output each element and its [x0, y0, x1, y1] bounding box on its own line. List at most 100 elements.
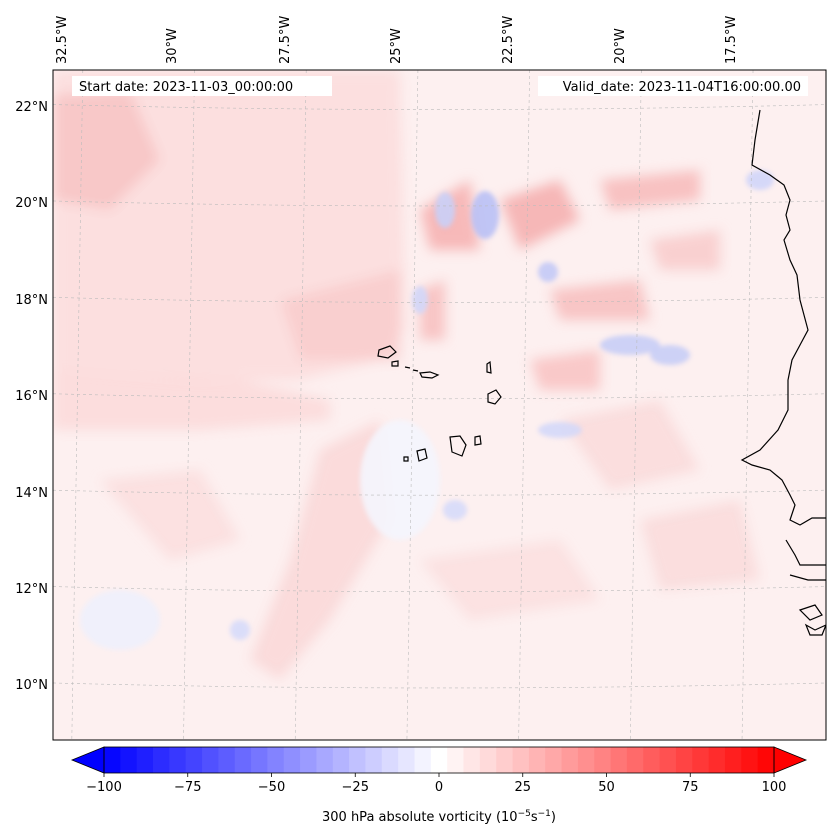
colorbar-cell	[316, 747, 334, 773]
meridian-line	[294, 70, 307, 740]
lon-label: 25°W	[389, 28, 404, 64]
colorbar-cell	[218, 747, 236, 773]
meridian-line	[518, 70, 530, 740]
field-positive-areas	[53, 70, 760, 680]
colorbar-label: 300 hPa absolute vorticity (10−5s−1)	[322, 809, 556, 825]
colorbar-cell	[496, 747, 514, 773]
island-boa-vista	[487, 389, 502, 405]
lon-label: 20°W	[613, 28, 628, 64]
valid-date-label: Valid_date: 2023-11-04T16:00:00.00	[563, 80, 801, 95]
colorbar-cell	[675, 747, 693, 773]
colorbar-cell	[724, 747, 742, 773]
colorbar-cell	[153, 747, 170, 773]
colorbar-cell	[267, 747, 285, 773]
colorbar-cell	[332, 747, 350, 773]
start-date-box	[72, 76, 332, 96]
island-santa-luzia	[404, 366, 419, 372]
colorbar-cell	[136, 747, 154, 773]
colorbar-cell	[365, 747, 383, 773]
longitude-labels: 32.5°W 30°W 27.5°W 25°W 22.5°W 20°W 17.5…	[55, 16, 739, 64]
colorbar-cell	[610, 747, 628, 773]
island-sal	[486, 360, 492, 374]
colorbar-cell	[398, 747, 416, 773]
island-maio	[474, 435, 482, 446]
parallel-line	[53, 682, 826, 689]
colorbar-cell	[741, 747, 759, 773]
colorbar-tick-label: −75	[174, 780, 201, 795]
lon-label: 32.5°W	[55, 16, 70, 64]
colorbar-cell	[659, 747, 677, 773]
map-panel: Start date: 2023-11-03_00:00:00 Valid_da…	[15, 16, 827, 741]
lat-label: 14°N	[15, 486, 48, 501]
colorbar-cell	[561, 747, 579, 773]
lon-label: 17.5°W	[724, 16, 739, 64]
colorbar-tick-label: 50	[598, 780, 615, 795]
colorbar-cell	[251, 747, 269, 773]
start-date-label: Start date: 2023-11-03_00:00:00	[79, 80, 293, 95]
lat-label: 22°N	[15, 100, 48, 115]
colorbar-min-extension	[70, 746, 105, 774]
colorbar-cell	[430, 747, 448, 773]
vorticity-field	[53, 70, 826, 740]
colorbar-tick-label: 25	[514, 780, 531, 795]
colorbar-tick-label: 0	[435, 780, 443, 795]
colorbar-cell	[381, 747, 399, 773]
colorbar-cell	[283, 747, 301, 773]
meridian-line	[406, 70, 419, 740]
colorbar-cell	[349, 747, 367, 773]
colorbar-cell	[104, 747, 121, 773]
colorbar-cell	[512, 747, 530, 773]
meridian-line	[630, 70, 642, 740]
valid-date-box	[538, 76, 808, 96]
colorbar-tick-label: −50	[258, 780, 285, 795]
gridlines	[53, 70, 826, 740]
colorbar-cells	[104, 747, 775, 773]
island-sao-vicente	[391, 360, 399, 367]
meridian-line	[71, 70, 84, 740]
lat-label: 10°N	[15, 678, 48, 693]
colorbar-cell	[577, 747, 595, 773]
colorbar-cell	[708, 747, 726, 773]
coastlines	[377, 109, 826, 636]
meridian-line	[741, 70, 754, 740]
field-negative-areas	[80, 170, 774, 650]
lon-label: 22.5°W	[501, 16, 516, 64]
map-frame	[52, 69, 827, 741]
lat-label: 12°N	[15, 582, 48, 597]
colorbar-tick-label: 75	[682, 780, 699, 795]
latitude-labels: 22°N 20°N 18°N 16°N 14°N 12°N 10°N	[15, 100, 48, 693]
colorbar-cell	[202, 747, 219, 773]
colorbar-cell	[757, 747, 775, 773]
lat-label: 18°N	[15, 293, 48, 308]
colorbar-ticks: −100 −75 −50 −25 0 25 50 75 100	[86, 773, 786, 795]
colorbar-cell	[234, 747, 252, 773]
colorbar-cell	[479, 747, 497, 773]
island-brava	[403, 456, 409, 462]
island-sao-nicolau	[419, 371, 440, 379]
africa-coast	[740, 109, 826, 636]
colorbar-cell	[692, 747, 710, 773]
colorbar-tick-label: −100	[86, 780, 122, 795]
colorbar-cell	[414, 747, 432, 773]
lat-label: 16°N	[15, 389, 48, 404]
colorbar-cell	[185, 747, 203, 773]
colorbar-cell	[300, 747, 318, 773]
lon-label: 27.5°W	[278, 16, 293, 64]
colorbar-cell	[545, 747, 563, 773]
parallel-line	[53, 489, 826, 496]
colorbar: −100 −75 −50 −25 0 25 50 75 100 300 hPa absolute…	[70, 746, 808, 825]
island-santiago	[449, 435, 467, 457]
parallel-line	[53, 297, 826, 303]
lat-label: 20°N	[15, 196, 48, 211]
colorbar-cell	[169, 747, 187, 773]
colorbar-max-extension	[773, 746, 808, 774]
colorbar-cell	[528, 747, 546, 773]
colorbar-cell	[463, 747, 481, 773]
lon-label: 30°W	[165, 28, 180, 64]
parallel-line	[53, 586, 826, 592]
island-fogo	[416, 448, 428, 462]
colorbar-cell	[643, 747, 661, 773]
parallel-line	[53, 200, 826, 207]
colorbar-cell	[594, 747, 612, 773]
